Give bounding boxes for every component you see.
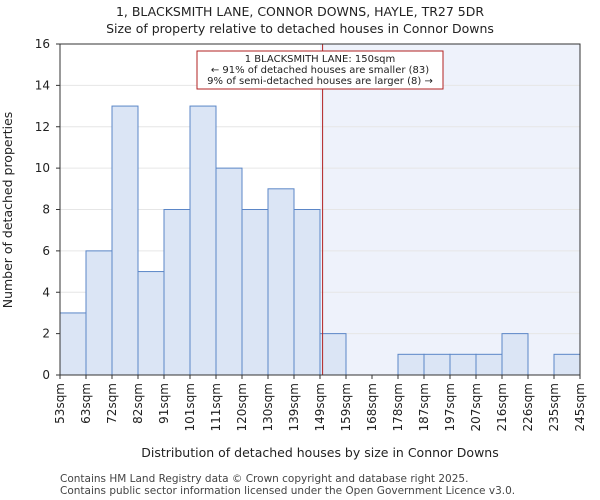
bar-139sqm	[293, 209, 321, 376]
x-tick-label: 207sqm	[469, 383, 483, 431]
x-tick-label: 159sqm	[339, 383, 353, 431]
chart-title-line-1: 1, BLACKSMITH LANE, CONNOR DOWNS, HAYLE,…	[116, 4, 484, 19]
y-tick-label: 8	[42, 203, 50, 217]
y-tick-label: 4	[42, 285, 50, 299]
y-axis-ticks: 0 2 4 6 8 10 12 14 16	[35, 37, 60, 382]
x-tick-label: 226sqm	[521, 383, 535, 431]
y-tick-label: 14	[35, 78, 50, 92]
y-tick-label: 16	[35, 37, 50, 51]
x-tick-label: 149sqm	[313, 383, 327, 431]
x-tick-label: 120sqm	[235, 383, 249, 431]
footer-line-1: Contains HM Land Registry data © Crown c…	[60, 473, 468, 485]
bars-group	[59, 105, 581, 376]
bar-91sqm	[163, 209, 191, 376]
x-tick-label: 63sqm	[79, 383, 93, 424]
bar-178sqm	[397, 353, 425, 376]
x-tick-label: 72sqm	[105, 383, 119, 424]
bar-207sqm	[475, 353, 503, 376]
footer-line-2: Contains public sector information licen…	[60, 485, 515, 497]
bar-120sqm	[241, 209, 269, 376]
x-tick-label: 235sqm	[547, 383, 561, 431]
x-tick-label: 197sqm	[443, 383, 457, 431]
x-tick-label: 178sqm	[391, 383, 405, 431]
bar-149sqm	[319, 333, 347, 376]
annotation-line-3: 9% of semi-detached houses are larger (8…	[207, 76, 433, 87]
x-tick-label: 101sqm	[183, 383, 197, 431]
annotation-box: 1 BLACKSMITH LANE: 150sqm ← 91% of detac…	[196, 50, 444, 90]
y-tick-label: 12	[35, 120, 50, 134]
y-tick-label: 10	[35, 161, 50, 175]
x-tick-label: 245sqm	[573, 383, 587, 431]
bar-187sqm	[423, 353, 451, 376]
bar-197sqm	[449, 353, 477, 376]
x-tick-label: 111sqm	[209, 383, 223, 431]
annotation-line-2: ← 91% of detached houses are smaller (83…	[211, 65, 429, 76]
y-axis-label: Number of detached properties	[0, 112, 15, 309]
y-tick-label: 6	[42, 244, 50, 258]
x-tick-label: 168sqm	[365, 383, 379, 431]
x-tick-label: 82sqm	[131, 383, 145, 424]
bar-216sqm	[501, 333, 529, 376]
bar-101sqm	[189, 105, 217, 376]
x-tick-label: 53sqm	[53, 383, 67, 424]
bar-235sqm	[553, 353, 581, 376]
chart-title-line-2: Size of property relative to detached ho…	[106, 21, 494, 36]
y-tick-label: 2	[42, 327, 50, 341]
x-tick-label: 130sqm	[261, 383, 275, 431]
x-tick-label: 216sqm	[495, 383, 509, 431]
x-tick-label: 187sqm	[417, 383, 431, 431]
y-tick-label: 0	[42, 368, 50, 382]
bar-111sqm	[215, 167, 243, 376]
x-tick-label: 139sqm	[287, 383, 301, 431]
x-axis-label: Distribution of detached houses by size …	[141, 445, 498, 460]
bar-130sqm	[267, 188, 295, 376]
bar-72sqm	[111, 105, 139, 376]
annotation-line-1: 1 BLACKSMITH LANE: 150sqm	[245, 54, 396, 65]
bar-53sqm	[59, 312, 87, 376]
x-tick-label: 91sqm	[157, 383, 171, 424]
bar-63sqm	[85, 250, 113, 376]
bar-82sqm	[137, 271, 165, 376]
x-axis-ticks: 53sqm 63sqm 72sqm 82sqm 91sqm 101sqm 111sqm 120…	[53, 375, 587, 431]
